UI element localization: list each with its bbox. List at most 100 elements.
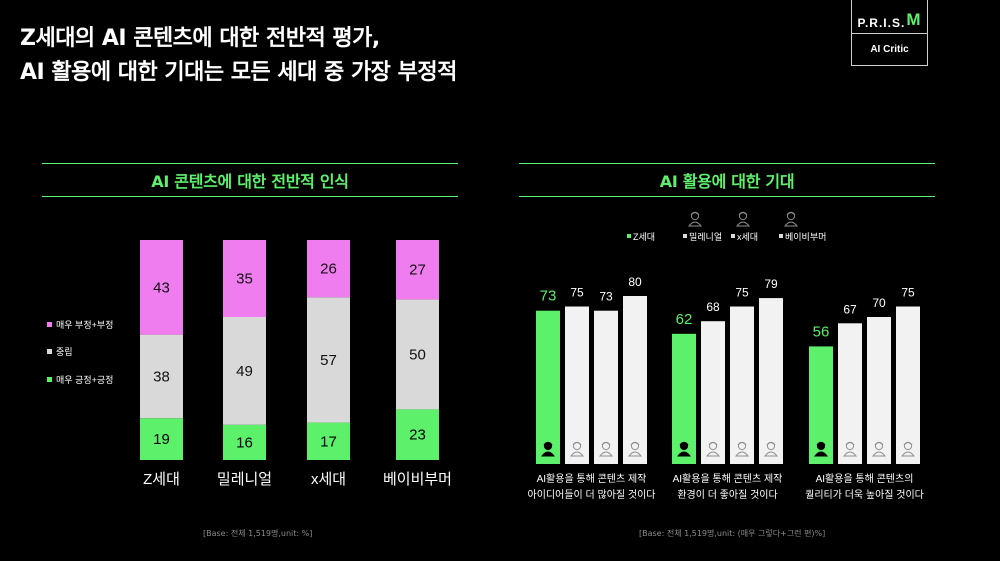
legend-label: 매우 긍정+긍정: [56, 375, 113, 385]
bar-segment: [307, 297, 350, 423]
page-title-line-1: Z세대의 AI 콘텐츠에 대한 전반적 평가,: [20, 26, 380, 51]
bar-person-icon-hair: [679, 441, 689, 446]
legend-swatch: [47, 322, 52, 327]
legend-person-icon: [735, 211, 751, 227]
category-label: x세대: [311, 471, 346, 488]
bar-person-icon-hair: [543, 441, 553, 446]
bar: [701, 321, 725, 464]
bar-segment: [307, 422, 350, 460]
grouped-bar-chart: Z세대 밀레니얼 x세대 베이비부머 73 75 73 80 AI활용을 통해 콘텐츠 제작아이…: [528, 211, 924, 501]
bar-person-icon: [676, 441, 692, 457]
bar-value-label: 23: [409, 427, 426, 444]
legend-label: 중립: [56, 347, 73, 357]
bar-person-icon-hair: [766, 441, 776, 446]
bar-person-icon-hair: [874, 441, 884, 446]
left-panel-title: AI 콘텐츠에 대한 전반적 인식: [42, 163, 458, 197]
bar-value-label: 35: [236, 271, 253, 288]
bar-person-icon: [813, 441, 829, 457]
bar-person-icon-body: [627, 451, 643, 457]
category-label: 밀레니얼: [217, 471, 272, 488]
legend-label: Z세대: [633, 232, 655, 242]
page-title: Z세대의 AI 콘텐츠에 대한 전반적 평가, AI 활용에 대한 기대는 모든…: [20, 22, 457, 90]
bar-person-icon-body: [763, 451, 779, 457]
bar-person-icon-body: [598, 451, 614, 457]
bar-person-icon-body: [540, 451, 556, 457]
group-label-line-2: 퀄리티가 더욱 높아질 것이다: [805, 489, 924, 501]
legend-person-icon-hair: [634, 211, 644, 216]
left-base-note: [Base: 전체 1,519명,unit: %]: [203, 529, 313, 538]
bar-person-icon-hair: [845, 441, 855, 446]
bar-person-icon-body: [842, 451, 858, 457]
group-label-line-1: AI활용을 통해 콘텐츠의: [816, 472, 914, 485]
bar-value-label: 79: [764, 277, 778, 291]
logo-brand-m: M: [906, 10, 922, 29]
bar-segment: [223, 317, 266, 425]
bar-person-icon: [900, 441, 916, 457]
bar: [565, 306, 589, 464]
bar-segment: [140, 240, 183, 335]
logo-brand-prefix: P.R.I.S.: [857, 16, 906, 30]
bar-person-icon: [540, 441, 556, 457]
bar-person-icon: [598, 441, 614, 457]
bar-value-label: 80: [628, 275, 642, 289]
bar-person-icon: [569, 441, 585, 457]
legend-person-icon: [783, 211, 799, 227]
category-label: 베이비부머: [383, 471, 452, 488]
bar-value-label: 67: [843, 302, 857, 316]
legend-swatch: [683, 234, 687, 238]
bar-person-icon-hair: [601, 441, 611, 446]
logo-subtitle: AI Critic: [870, 44, 909, 55]
bar: [594, 310, 618, 464]
bar-person-icon-body: [871, 451, 887, 457]
bar: [623, 296, 647, 464]
group-label-line-2: 아이디어들이 더 많아질 것이다: [528, 489, 656, 501]
bar-value-label: 56: [813, 323, 830, 340]
legend-label: 밀레니얼: [689, 231, 722, 242]
bar-value-label: 17: [320, 433, 337, 450]
bar-segment: [307, 240, 350, 298]
bar-value-label: 16: [236, 434, 253, 451]
legend-person-icon: [631, 211, 647, 227]
legend-swatch: [47, 349, 52, 354]
bar-value-label: 43: [153, 279, 170, 296]
bar-person-icon-body: [734, 451, 750, 457]
bar: [759, 298, 783, 464]
bar-person-icon-hair: [816, 441, 826, 446]
bar-person-icon-body: [676, 451, 692, 457]
bar-value-label: 75: [735, 286, 749, 300]
legend-person-icon: [687, 211, 703, 227]
bar-value-label: 50: [409, 346, 426, 363]
stacked-bar-chart: 19 38 43 Z세대 16 49 35 밀레니얼 17 57 26 x세대 23 50 27 베이비부머 매…: [47, 240, 452, 488]
bar-value-label: 70: [872, 296, 886, 310]
bar-person-icon: [627, 441, 643, 457]
bar-person-icon-hair: [737, 441, 747, 446]
bar: [730, 306, 754, 464]
category-label: Z세대: [143, 471, 180, 488]
bar-value-label: 68: [706, 300, 720, 314]
bar-person-icon: [871, 441, 887, 457]
legend-swatch: [47, 377, 52, 382]
legend-person-icon-hair: [690, 211, 700, 216]
bar-value-label: 62: [676, 311, 693, 328]
bar-person-icon: [705, 441, 721, 457]
bar-person-icon-hair: [572, 441, 582, 446]
bar-person-icon-hair: [903, 441, 913, 446]
bar: [896, 306, 920, 464]
legend-person-icon-hair: [786, 211, 796, 216]
bar-segment: [223, 240, 266, 317]
bar-value-label: 57: [320, 352, 337, 369]
bar: [536, 310, 560, 464]
bar-person-icon: [842, 441, 858, 457]
bar-person-icon: [763, 441, 779, 457]
legend-person-icon-body: [783, 221, 799, 227]
group-label-line-1: AI활용을 통해 콘텐츠 제작: [673, 472, 783, 485]
legend-person-icon-body: [735, 221, 751, 227]
group-label-line-2: 환경이 더 좋아질 것이다: [677, 488, 777, 501]
bar-person-icon-hair: [630, 441, 640, 446]
bar-value-label: 75: [570, 286, 584, 300]
bar: [867, 317, 891, 464]
legend-label: 매우 부정+부정: [56, 320, 113, 330]
legend-swatch: [627, 234, 631, 238]
bar-person-icon-body: [705, 451, 721, 457]
bar-segment: [396, 240, 439, 300]
